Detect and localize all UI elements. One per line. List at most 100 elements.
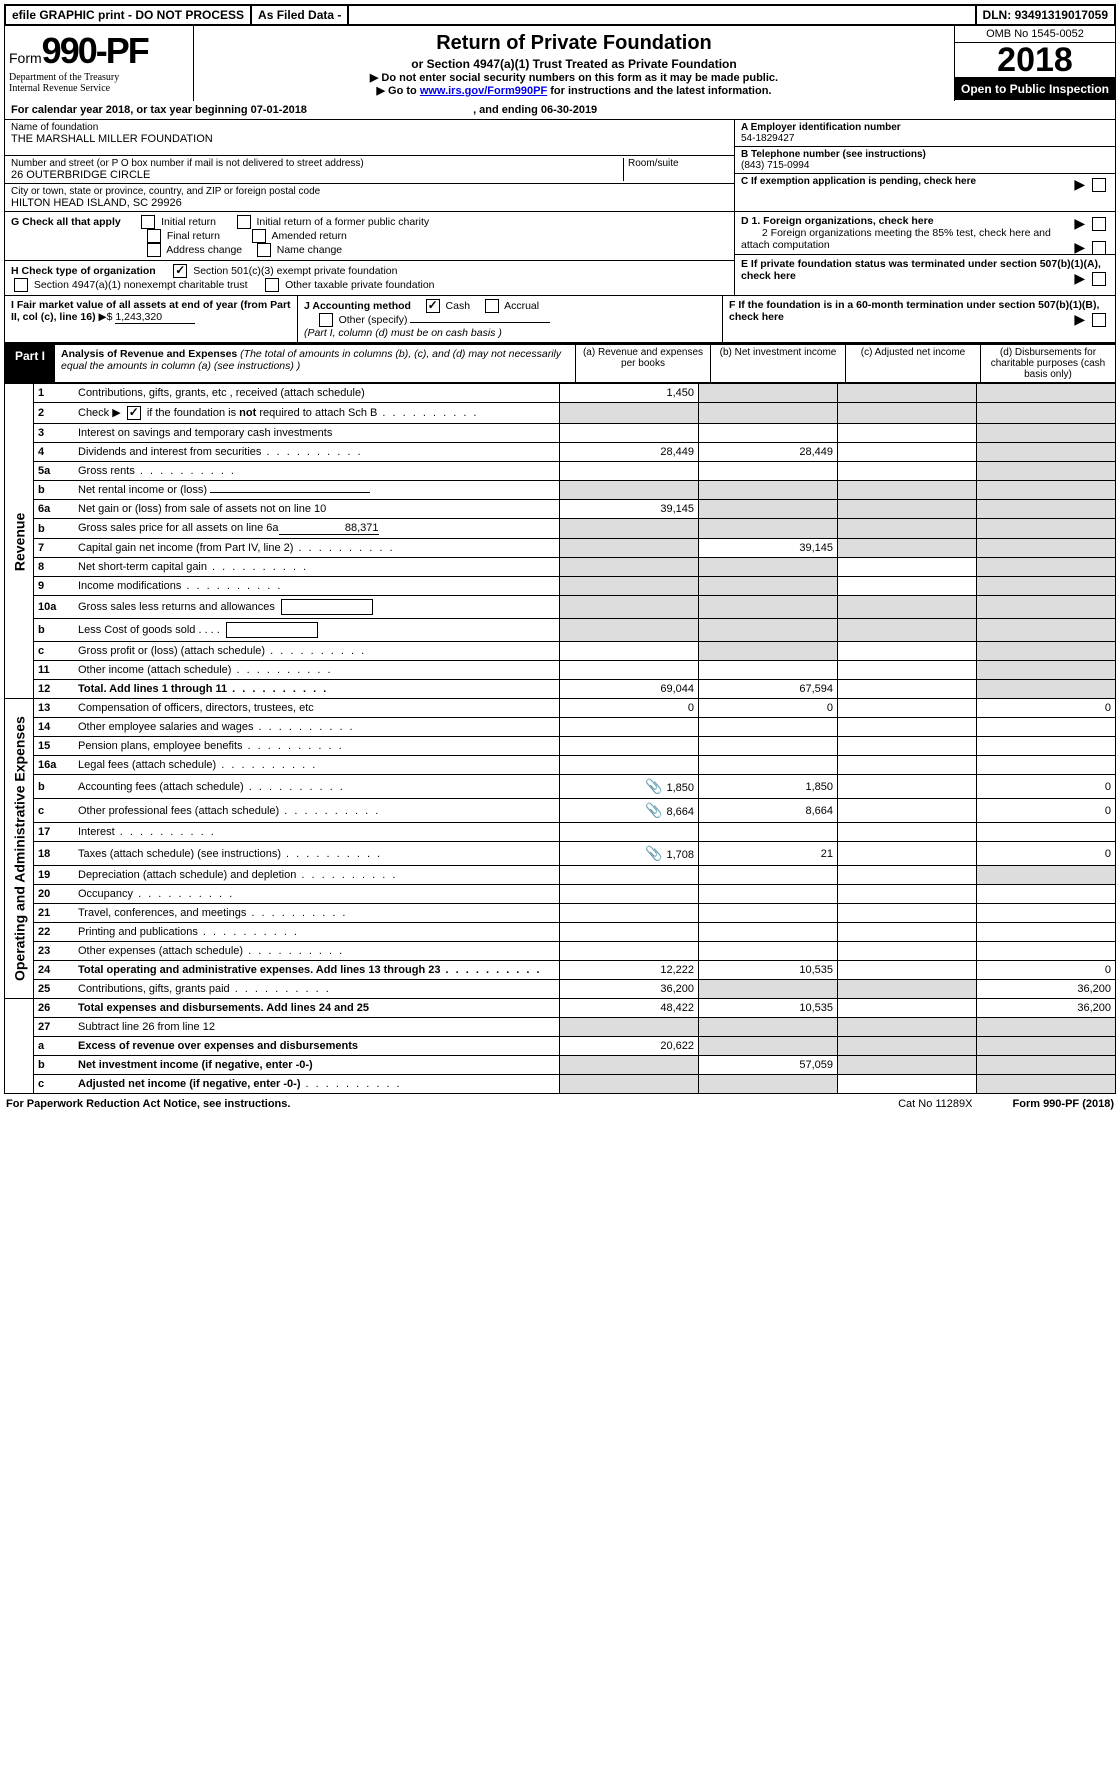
- d2-checkbox[interactable]: [1092, 241, 1106, 255]
- g-amended-checkbox[interactable]: [252, 229, 266, 243]
- line-desc: Less Cost of goods sold . . . .: [74, 619, 560, 642]
- line-num: 11: [34, 661, 75, 680]
- col-c-head: (c) Adjusted net income: [846, 345, 981, 382]
- cell-a: 📎1,850: [560, 775, 699, 799]
- line-desc: Total expenses and disbursements. Add li…: [74, 999, 560, 1018]
- city-label: City or town, state or province, country…: [11, 186, 728, 197]
- ghde-block: G Check all that apply Initial return In…: [4, 212, 1116, 296]
- table-row: 16a Legal fees (attach schedule): [5, 756, 1116, 775]
- f-checkbox[interactable]: [1092, 313, 1106, 327]
- cell-a: 69,044: [560, 680, 699, 699]
- cell-b: 21: [699, 842, 838, 866]
- attach-icon[interactable]: 📎: [645, 845, 662, 862]
- table-row: 10a Gross sales less returns and allowan…: [5, 596, 1116, 619]
- schb-checkbox[interactable]: ✓: [127, 406, 141, 420]
- form-header: Form990-PF Department of the Treasury In…: [4, 26, 1116, 101]
- line-desc: Accounting fees (attach schedule): [74, 775, 560, 799]
- form-number: Form990-PF: [9, 30, 189, 72]
- table-row: b Net investment income (if negative, en…: [5, 1056, 1116, 1075]
- ein-cell: A Employer identification number 54-1829…: [735, 120, 1115, 147]
- e-checkbox[interactable]: [1092, 272, 1106, 286]
- h-o1: Section 501(c)(3) exempt private foundat…: [193, 265, 397, 277]
- g-o4: Amended return: [271, 230, 346, 242]
- cell-b: 10,535: [699, 999, 838, 1018]
- j-note: (Part I, column (d) must be on cash basi…: [304, 327, 502, 339]
- h-501c3-checkbox[interactable]: ✓: [173, 264, 187, 278]
- l10b-box: [226, 622, 318, 638]
- cell-d: [977, 661, 1116, 680]
- cell-d: [977, 885, 1116, 904]
- attach-icon[interactable]: 📎: [645, 802, 662, 819]
- table-row: 5a Gross rents: [5, 462, 1116, 481]
- cell-c: [838, 923, 977, 942]
- cell-d: [977, 756, 1116, 775]
- cell-d: [977, 539, 1116, 558]
- note-url-post: for instructions and the latest informat…: [547, 85, 771, 97]
- table-row: 26 Total expenses and disbursements. Add…: [5, 999, 1116, 1018]
- cell-c: [838, 642, 977, 661]
- table-row: 8 Net short-term capital gain: [5, 558, 1116, 577]
- l10a-text: Gross sales less returns and allowances: [78, 601, 275, 613]
- l10c-text: Gross profit or (loss) (attach schedule): [78, 645, 265, 657]
- phone-value: (843) 715-0994: [741, 160, 1109, 171]
- table-row: 23 Other expenses (attach schedule): [5, 942, 1116, 961]
- h-4947-checkbox[interactable]: [14, 278, 28, 292]
- cell-c: [838, 999, 977, 1018]
- entity-left: Name of foundation THE MARSHALL MILLER F…: [5, 120, 734, 211]
- j-cash-checkbox[interactable]: ✓: [426, 299, 440, 313]
- f-arrow: ▶: [1074, 311, 1109, 328]
- cell-b: [699, 619, 838, 642]
- ein-value: 54-1829427: [741, 133, 1109, 144]
- g-addrchg-checkbox[interactable]: [147, 243, 161, 257]
- g-initial-checkbox[interactable]: [141, 215, 155, 229]
- g-namechg-checkbox[interactable]: [257, 243, 271, 257]
- line-num: 6a: [34, 500, 75, 519]
- g-final-checkbox[interactable]: [147, 229, 161, 243]
- c-checkbox[interactable]: [1092, 178, 1106, 192]
- j-other-checkbox[interactable]: [319, 313, 333, 327]
- line-desc: Contributions, gifts, grants, etc , rece…: [74, 384, 560, 403]
- cell-d: [977, 596, 1116, 619]
- footer-mid: Cat No 11289X: [898, 1098, 972, 1110]
- line-num: 23: [34, 942, 75, 961]
- dln-cell: DLN: 93491319017059: [977, 6, 1114, 24]
- cell-a: [560, 403, 699, 424]
- line-num: 16a: [34, 756, 75, 775]
- name-label: Name of foundation: [11, 122, 728, 133]
- g-former-checkbox[interactable]: [237, 215, 251, 229]
- room-label: Room/suite: [628, 158, 728, 169]
- table-row: b Less Cost of goods sold . . . .: [5, 619, 1116, 642]
- d1-checkbox[interactable]: [1092, 217, 1106, 231]
- cell-a: [560, 823, 699, 842]
- line-num: c: [34, 1075, 75, 1094]
- g-o6: Name change: [277, 244, 342, 256]
- j-accrual-checkbox[interactable]: [485, 299, 499, 313]
- table-row: 25 Contributions, gifts, grants paid 36,…: [5, 980, 1116, 999]
- table-row: b Accounting fees (attach schedule) 📎1,8…: [5, 775, 1116, 799]
- line-num: 12: [34, 680, 75, 699]
- l15-text: Pension plans, employee benefits: [78, 740, 243, 752]
- l25-text: Contributions, gifts, grants paid: [78, 983, 230, 995]
- attach-icon[interactable]: 📎: [645, 778, 662, 795]
- table-row: Revenue 1 Contributions, gifts, grants, …: [5, 384, 1116, 403]
- cell-a: 48,422: [560, 999, 699, 1018]
- line-num: 18: [34, 842, 75, 866]
- cell-c: [838, 558, 977, 577]
- cell-b: 67,594: [699, 680, 838, 699]
- irs-link[interactable]: www.irs.gov/Form990PF: [420, 85, 547, 97]
- h-other-checkbox[interactable]: [265, 278, 279, 292]
- cell-a: [560, 885, 699, 904]
- part1-table: Revenue 1 Contributions, gifts, grants, …: [4, 383, 1116, 1094]
- line-desc: Interest: [74, 823, 560, 842]
- cell-b: 1,850: [699, 775, 838, 799]
- cell-a: [560, 596, 699, 619]
- cell-c: [838, 1037, 977, 1056]
- open-public-badge: Open to Public Inspection: [955, 78, 1115, 100]
- line-desc: Adjusted net income (if negative, enter …: [74, 1075, 560, 1094]
- l5b-line: [210, 492, 370, 493]
- part1-desc: Analysis of Revenue and Expenses (The to…: [55, 345, 576, 382]
- line-num: 19: [34, 866, 75, 885]
- line-num: 7: [34, 539, 75, 558]
- cell-a: [560, 619, 699, 642]
- line-num: 26: [34, 999, 75, 1018]
